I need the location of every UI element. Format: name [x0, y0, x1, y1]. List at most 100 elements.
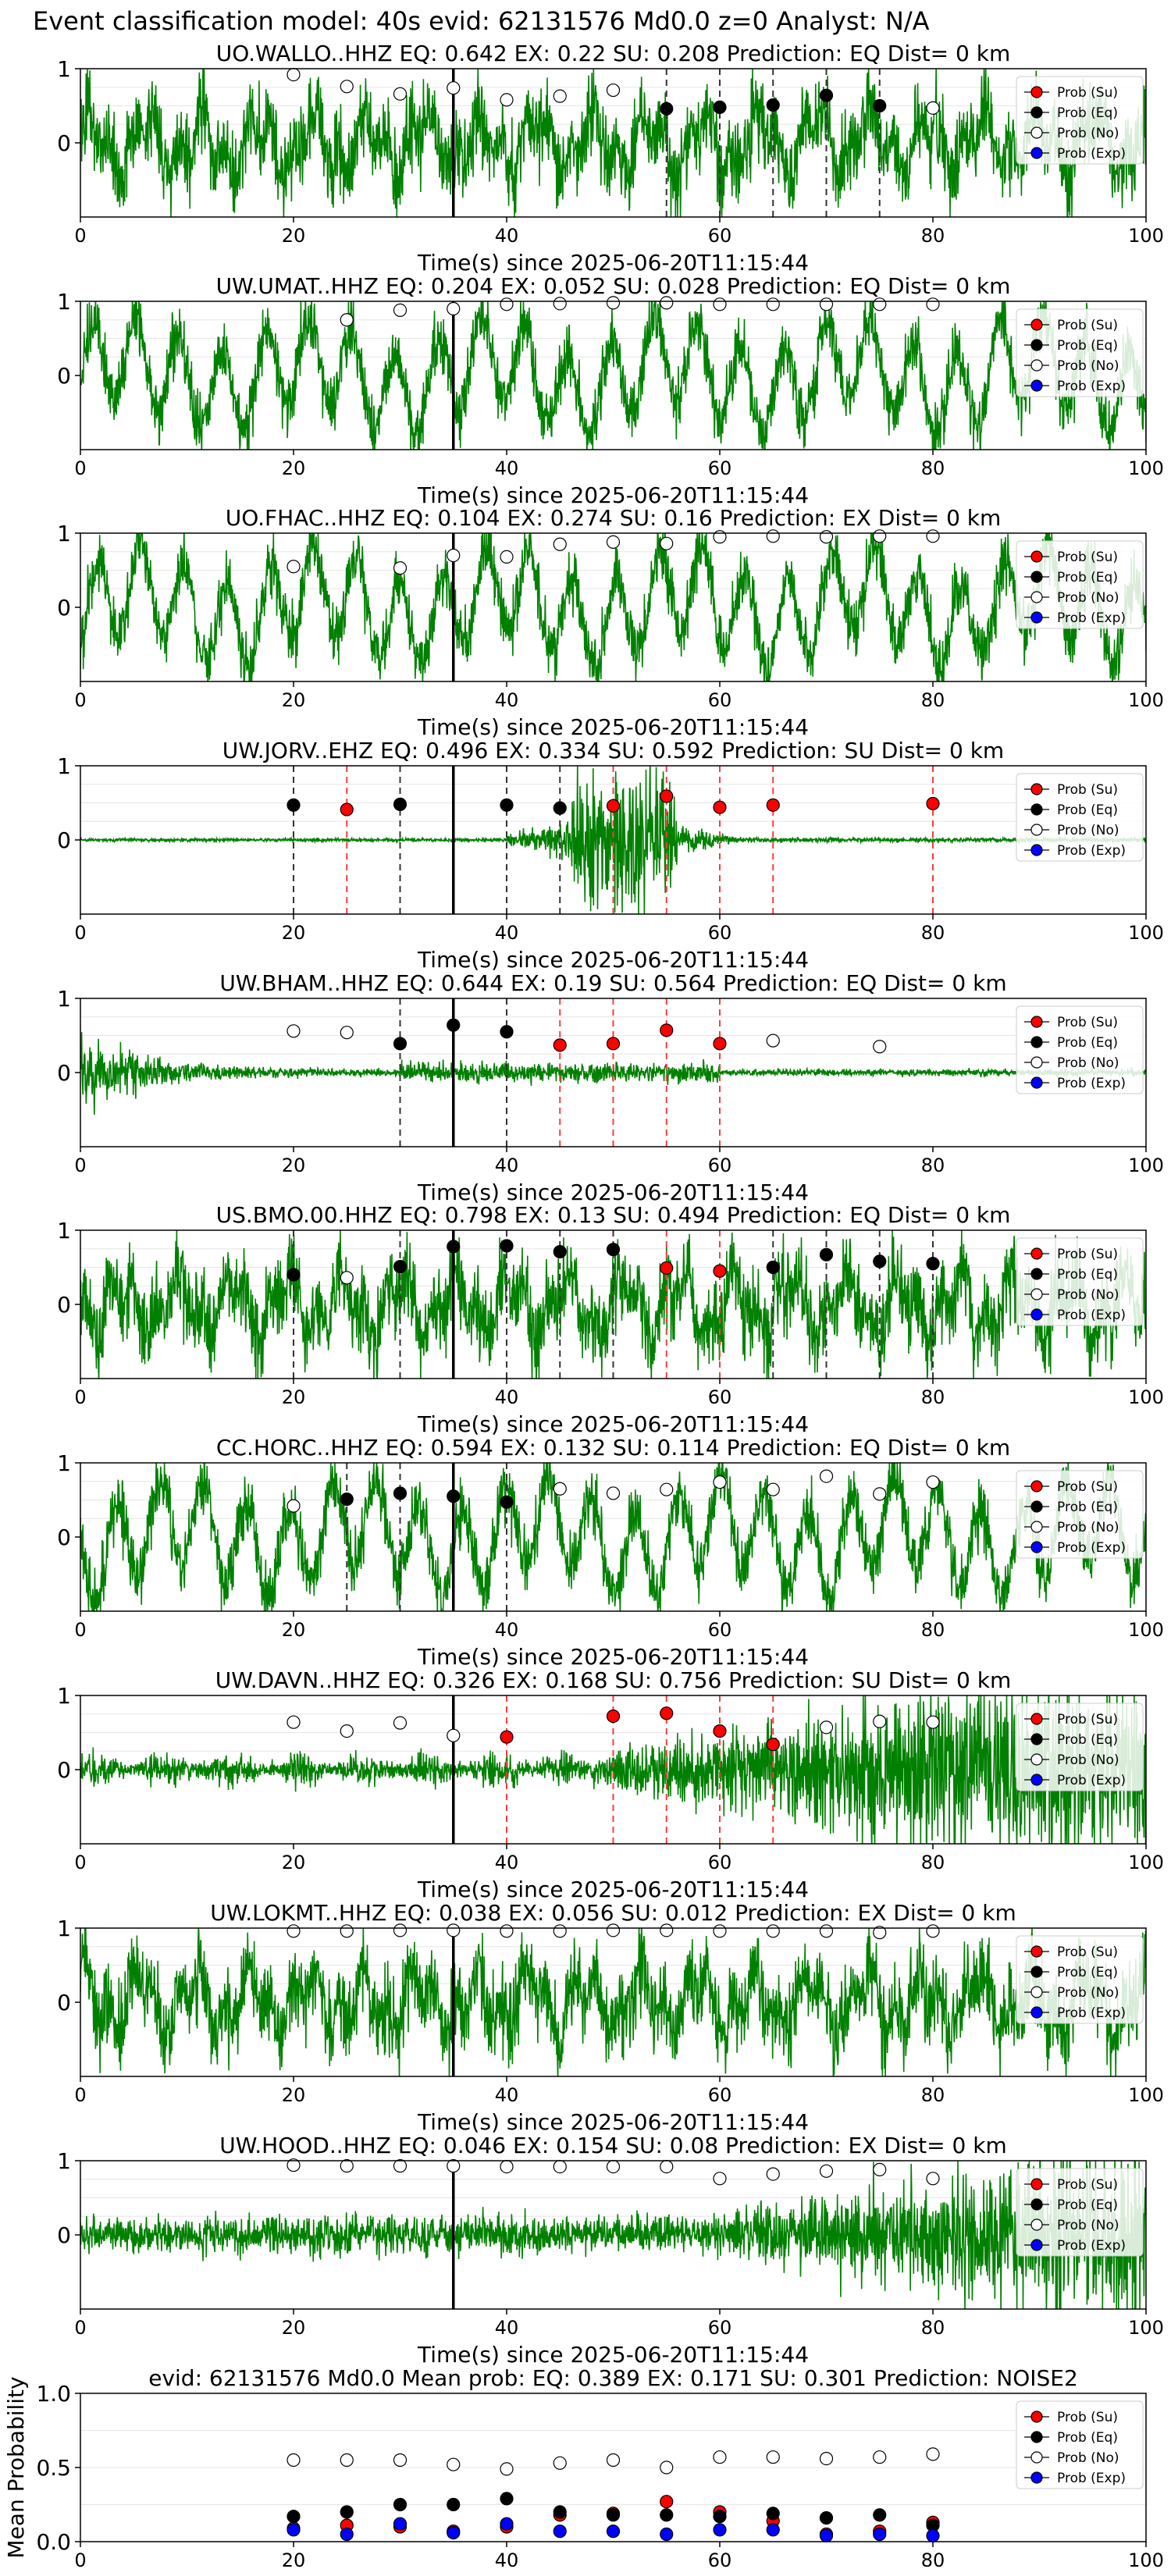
- legend-marker-eq: [1030, 2198, 1043, 2211]
- x-tick-label: 80: [921, 922, 945, 944]
- mean-point-eq: [713, 2510, 727, 2524]
- legend-label-su: Prob (Su): [1057, 1015, 1118, 1030]
- prob-point-eq: [393, 1259, 408, 1274]
- x-tick-label: 40: [495, 457, 519, 479]
- waveform-trace: [80, 1463, 1146, 1611]
- prob-point-eq: [500, 1025, 514, 1039]
- legend-marker-no: [1030, 2451, 1043, 2464]
- prob-point-no: [926, 101, 940, 115]
- panel-title: UW.JORV..EHZ EQ: 0.496 EX: 0.334 SU: 0.5…: [222, 738, 1004, 763]
- prob-point-eq: [819, 1247, 834, 1261]
- legend-marker-exp: [1030, 1308, 1043, 1321]
- x-tick-label: 80: [921, 1386, 945, 1408]
- y-tick-label: 1: [57, 2148, 71, 2174]
- prob-point-eq: [393, 797, 408, 812]
- prob-point-no: [766, 2167, 780, 2181]
- x-tick-label: 0: [74, 1155, 86, 1176]
- legend-label-eq: Prob (Eq): [1057, 570, 1118, 585]
- prob-point-eq: [553, 801, 567, 815]
- legend-label-eq: Prob (Eq): [1057, 105, 1118, 121]
- panel-6: CC.HORC..HHZ EQ: 0.594 EX: 0.132 SU: 0.1…: [57, 1435, 1164, 1670]
- waveform-trace: [80, 766, 1146, 914]
- x-tick-label: 20: [282, 1852, 306, 1873]
- prob-point-no: [819, 1720, 834, 1735]
- prob-point-eq: [873, 1254, 887, 1268]
- legend-marker-exp: [1030, 147, 1043, 159]
- prob-point-no: [500, 2160, 514, 2174]
- legend-marker-exp: [1030, 2471, 1043, 2484]
- prob-point-no: [873, 1487, 887, 1501]
- x-axis-label: Time(s) since 2025-06-20T11:15:44: [417, 1644, 809, 1670]
- x-tick-label: 100: [1128, 922, 1164, 944]
- x-tick-label: 100: [1128, 1155, 1164, 1176]
- mean-point-exp: [500, 2517, 514, 2531]
- panel-7: UW.DAVN..HHZ EQ: 0.326 EX: 0.168 SU: 0.7…: [57, 1667, 1164, 1902]
- x-tick-label: 40: [495, 1619, 519, 1641]
- x-axis-label: Time(s) since 2025-06-20T11:15:44: [417, 482, 809, 508]
- legend-marker-exp: [1030, 1774, 1043, 1786]
- mean-point-no: [393, 2453, 408, 2467]
- mean-point-exp: [287, 2523, 301, 2537]
- panel-title: UW.BHAM..HHZ EQ: 0.644 EX: 0.19 SU: 0.56…: [219, 970, 1006, 996]
- prob-point-no: [660, 296, 674, 310]
- prob-point-su: [553, 1038, 567, 1052]
- x-tick-label: 100: [1128, 689, 1164, 711]
- legend-label-exp: Prob (Exp): [1057, 1773, 1126, 1788]
- x-axis-label: Time(s) since 2025-06-20T11:15:44: [417, 2109, 809, 2135]
- y-tick-label: 0.0: [36, 2529, 71, 2555]
- x-tick-label: 60: [708, 1386, 732, 1408]
- mean-point-eq: [500, 2492, 514, 2506]
- prob-point-no: [606, 535, 621, 550]
- x-tick-label: 80: [921, 689, 945, 711]
- x-tick-label: 80: [921, 2549, 945, 2571]
- x-tick-label: 100: [1128, 1619, 1164, 1641]
- mean-point-eq: [393, 2497, 408, 2512]
- waveform-trace: [80, 2161, 1146, 2309]
- y-tick-label: 1: [57, 1683, 71, 1709]
- panel-9: UW.HOOD..HHZ EQ: 0.046 EX: 0.154 SU: 0.0…: [57, 2133, 1164, 2368]
- prob-point-no: [713, 530, 727, 544]
- x-tick-label: 100: [1128, 2084, 1164, 2106]
- prob-point-no: [606, 2160, 621, 2174]
- y-tick-label: 0: [57, 1757, 71, 1783]
- x-tick-label: 80: [921, 2317, 945, 2339]
- prob-point-su: [766, 798, 780, 812]
- x-tick-label: 0: [74, 2084, 86, 2106]
- x-tick-label: 20: [282, 689, 306, 711]
- prob-point-eq: [926, 1257, 940, 1271]
- legend-marker-su: [1030, 550, 1043, 563]
- panels: UO.WALLO..HHZ EQ: 0.642 EX: 0.22 SU: 0.2…: [3, 41, 1164, 2571]
- mean-point-exp: [393, 2517, 408, 2531]
- prob-point-eq: [500, 1239, 514, 1253]
- panel-title: UO.FHAC..HHZ EQ: 0.104 EX: 0.274 SU: 0.1…: [226, 505, 1002, 531]
- prob-point-no: [873, 2162, 887, 2176]
- prob-point-no: [926, 529, 940, 543]
- prob-point-no: [500, 550, 514, 564]
- prob-point-no: [340, 1271, 354, 1285]
- prob-point-no: [873, 529, 887, 543]
- legend-marker-no: [1030, 1521, 1043, 1533]
- prob-point-no: [766, 297, 780, 311]
- prob-point-no: [393, 303, 408, 317]
- mean-point-eq: [766, 2507, 780, 2521]
- legend-marker-su: [1030, 783, 1043, 795]
- legend-marker-no: [1030, 1288, 1043, 1300]
- prob-point-no: [553, 297, 567, 311]
- prob-point-no: [819, 1469, 834, 1483]
- legend-label-eq: Prob (Eq): [1057, 338, 1118, 354]
- y-tick-label: 0: [57, 130, 71, 156]
- legend-label-eq: Prob (Eq): [1057, 2197, 1118, 2213]
- legend-marker-su: [1030, 1247, 1043, 1260]
- prob-point-no: [393, 87, 408, 101]
- legend-marker-exp: [1030, 1541, 1043, 1553]
- mean-point-exp: [766, 2523, 780, 2537]
- legend-label-su: Prob (Su): [1057, 85, 1118, 101]
- prob-point-no: [606, 1486, 621, 1500]
- prob-point-no: [447, 81, 461, 95]
- prob-point-no: [287, 2158, 301, 2172]
- panel-1: UW.UMAT..HHZ EQ: 0.204 EX: 0.052 SU: 0.0…: [57, 273, 1164, 508]
- prob-point-su: [926, 796, 940, 811]
- panel-title: evid: 62131576 Md0.0 Mean prob: EQ: 0.38…: [148, 2365, 1078, 2391]
- prob-point-no: [340, 80, 354, 94]
- y-tick-label: 1: [57, 1450, 71, 1476]
